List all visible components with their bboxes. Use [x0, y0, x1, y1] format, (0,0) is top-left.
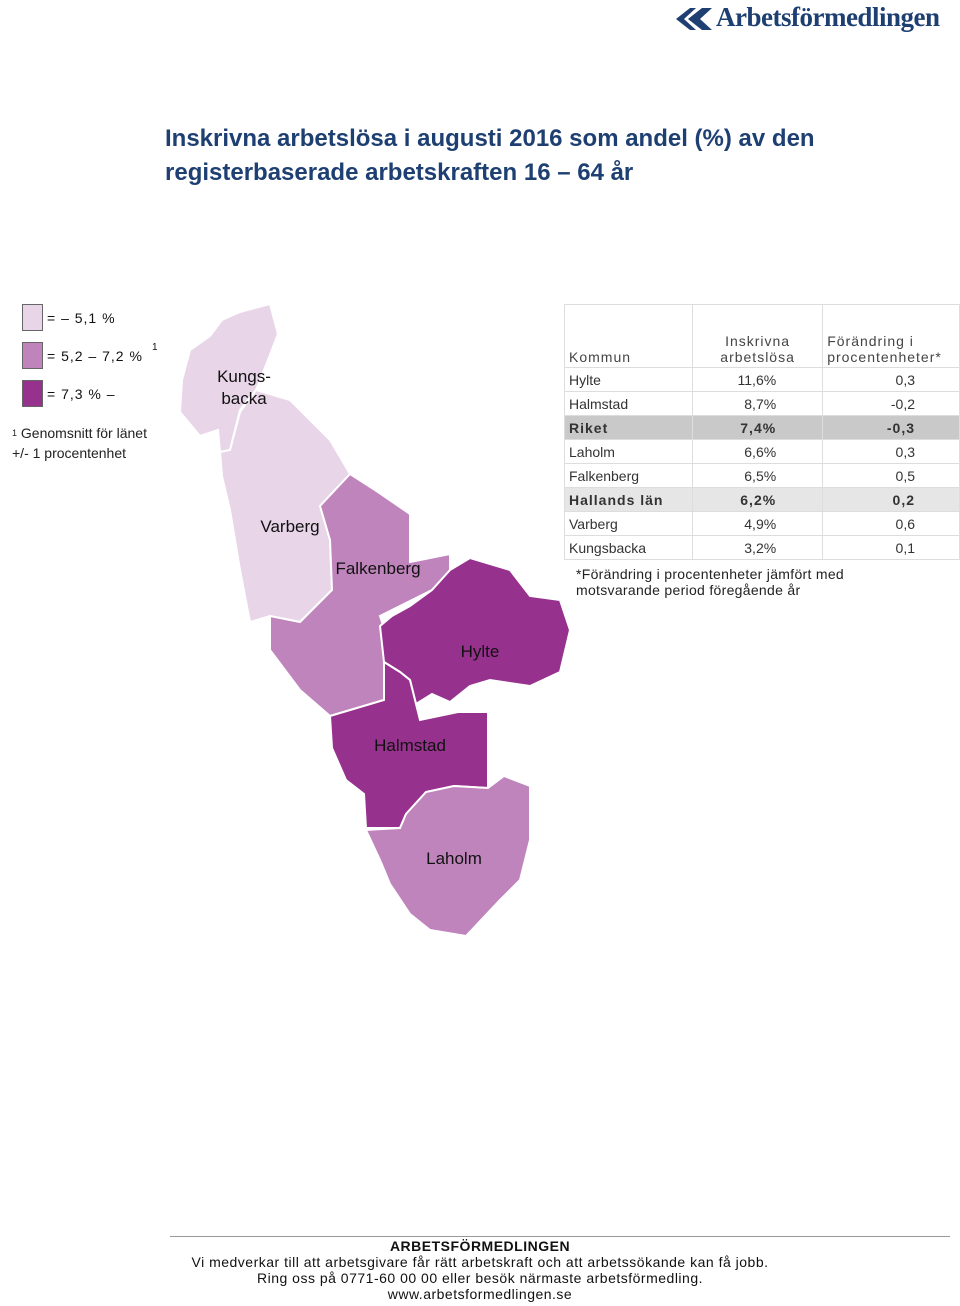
cell-andel: 7,4% — [691, 415, 823, 440]
footer-org: ARBETSFÖRMEDLINGEN — [389, 1238, 571, 1254]
cell-andel: 6,2% — [691, 487, 823, 512]
cell-forandring: 0,1 — [822, 535, 960, 560]
map-label-hylte: Hylte — [461, 642, 500, 661]
cell-kommun: Falkenberg — [564, 463, 693, 488]
cell-kommun: Laholm — [564, 439, 693, 464]
legend-swatch-low — [22, 304, 43, 331]
title-line-1: Inskrivna arbetslösa i augusti 2016 som … — [165, 125, 815, 152]
cell-andel: 3,2% — [691, 535, 823, 560]
table-row: Kungsbacka 3,2% 0,1 — [564, 535, 960, 560]
footer-divider — [170, 1236, 950, 1237]
header-forandring: Förändring i procentenheter* — [822, 304, 960, 368]
cell-andel: 6,6% — [691, 439, 823, 464]
cell-kommun: Halmstad — [564, 391, 693, 416]
brand-name: Arbetsförmedlingen — [716, 2, 940, 32]
legend-label-high: = 7,3 % – — [47, 386, 116, 402]
table-row-lan: Hallands län 6,2% 0,2 — [564, 487, 960, 512]
cell-forandring: -0,2 — [822, 391, 960, 416]
cell-kommun: Varberg — [564, 511, 693, 536]
region-falkenberg[interactable] — [269, 472, 451, 718]
cell-forandring: -0,3 — [822, 415, 960, 440]
header-inskrivna: Inskrivna arbetslösa — [691, 304, 823, 368]
map-label-kungsbacka-1: Kungs- — [217, 367, 271, 386]
table-row-riket: Riket 7,4% -0,3 — [564, 415, 960, 440]
unemployment-table: Kommun Inskrivna arbetslösa Förändring i… — [564, 304, 960, 560]
cell-kommun: Hylte — [564, 367, 693, 392]
table-row: Halmstad 8,7% -0,2 — [564, 391, 960, 416]
page-title: Inskrivna arbetslösa i augusti 2016 som … — [165, 122, 885, 190]
map-label-halmstad: Halmstad — [374, 736, 446, 755]
cell-kommun: Riket — [564, 415, 693, 440]
legend-footnote: 1 Genomsnitt för länet +/- 1 procentenhe… — [12, 423, 147, 463]
table-row: Laholm 6,6% 0,3 — [564, 439, 960, 464]
table-footnote-line-2: motsvarande period föregående år — [576, 582, 801, 598]
cell-forandring: 0,5 — [822, 463, 960, 488]
legend-superscript: 1 — [152, 342, 158, 353]
cell-andel: 6,5% — [691, 463, 823, 488]
legend-label-low: = – 5,1 % — [47, 310, 116, 326]
legend-label-mid: = 5,2 – 7,2 % — [47, 348, 143, 364]
cell-forandring: 0,3 — [822, 439, 960, 464]
cell-kommun: Kungsbacka — [564, 535, 693, 560]
footnote-line-2: +/- 1 procentenhet — [12, 445, 127, 461]
legend-swatch-mid — [22, 342, 43, 369]
map-label-varberg: Varberg — [260, 517, 319, 536]
legend-swatch-high — [22, 380, 43, 407]
footnote-sup: 1 — [12, 428, 18, 438]
brand-logo: Arbetsförmedlingen — [676, 2, 948, 34]
footnote-line-1: Genomsnitt för länet — [20, 425, 147, 441]
cell-kommun: Hallands län — [564, 487, 693, 512]
title-line-2: registerbaserade arbetskraften 16 – 64 å… — [165, 159, 634, 186]
cell-andel: 4,9% — [691, 511, 823, 536]
table-row: Falkenberg 6,5% 0,5 — [564, 463, 960, 488]
footer-line-1: Vi medverkar till att arbetsgivare får r… — [191, 1254, 769, 1270]
map-label-kungsbacka-2: backa — [221, 389, 267, 408]
header-inskrivna-line-2: arbetslösa — [720, 349, 795, 365]
cell-andel: 8,7% — [691, 391, 823, 416]
page-footer: ARBETSFÖRMEDLINGEN Vi medverkar till att… — [0, 1238, 960, 1302]
header-forandring-line-1: Förändring i — [827, 333, 914, 349]
header-kommun: Kommun — [564, 304, 693, 368]
table-row: Varberg 4,9% 0,6 — [564, 511, 960, 536]
cell-forandring: 0,2 — [822, 487, 960, 512]
region-kungsbacka[interactable] — [178, 302, 280, 454]
halland-map: Kungs- backa Varberg Falkenberg Hylte Ha… — [178, 302, 572, 938]
logo-mark-icon — [676, 8, 712, 30]
cell-andel: 11,6% — [691, 367, 823, 392]
table-footnote-line-1: *Förändring i procentenheter jämfört med — [576, 566, 845, 582]
table-footnote: *Förändring i procentenheter jämfört med… — [576, 566, 844, 598]
header-forandring-line-2: procentenheter* — [827, 349, 942, 365]
cell-forandring: 0,3 — [822, 367, 960, 392]
table-row: Hylte 11,6% 0,3 — [564, 367, 960, 392]
table-header-row: Kommun Inskrivna arbetslösa Förändring i… — [564, 304, 960, 368]
region-hylte[interactable] — [378, 556, 572, 706]
footer-line-2: Ring oss på 0771-60 00 00 eller besök nä… — [256, 1270, 704, 1286]
footer-url[interactable]: www.arbetsformedlingen.se — [387, 1286, 573, 1302]
cell-forandring: 0,6 — [822, 511, 960, 536]
map-label-laholm: Laholm — [426, 849, 482, 868]
region-laholm[interactable] — [364, 774, 531, 938]
map-label-falkenberg: Falkenberg — [335, 559, 420, 578]
header-inskrivna-line-1: Inskrivna — [725, 333, 791, 349]
